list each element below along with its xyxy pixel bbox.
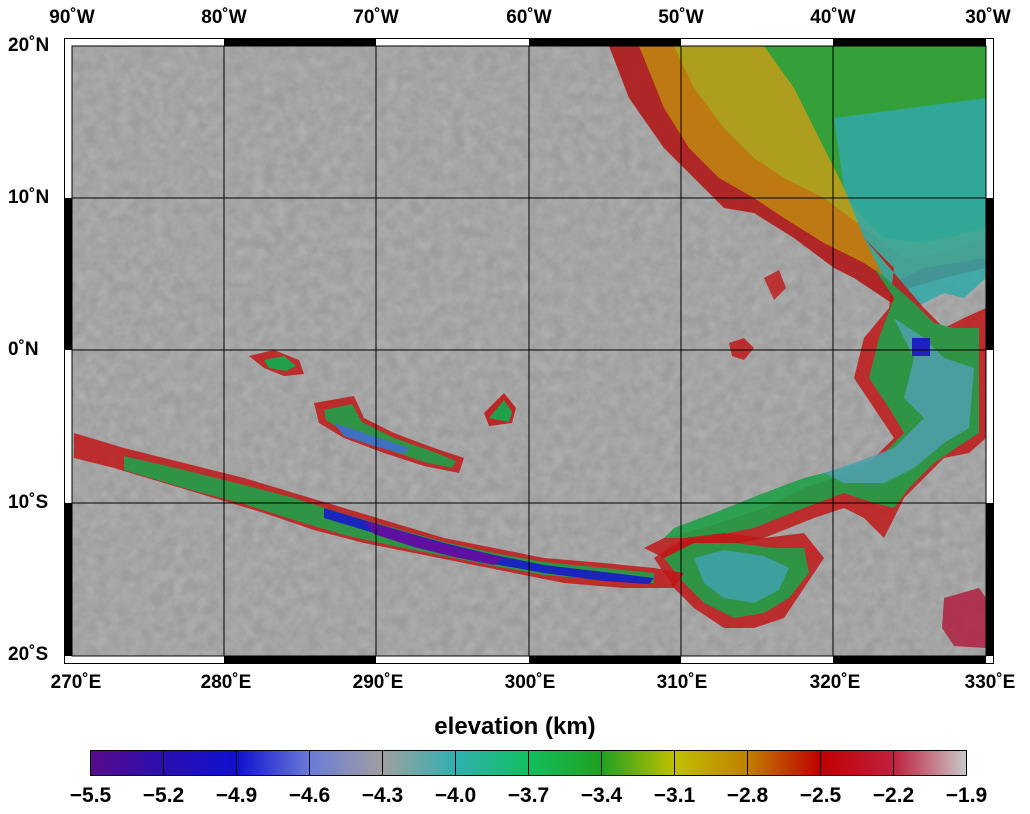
lon-label-top: 90˚W [49, 7, 95, 28]
lat-label: 0˚N [8, 339, 39, 360]
lon-label-top: 80˚W [201, 7, 247, 28]
colorbar-title: elevation (km) [434, 713, 596, 740]
lon-label-bottom: 290˚E [352, 672, 404, 693]
colorbar-tick-label: −1.9 [945, 784, 988, 807]
lon-label-top: 40˚W [810, 7, 856, 28]
elevation-overlay [74, 46, 986, 648]
frame-ticks [64, 38, 994, 664]
colorbar-tick-label: −2.2 [872, 784, 915, 807]
lon-label-bottom: 300˚E [504, 672, 556, 693]
colorbar-tick-label: −3.7 [507, 784, 550, 807]
lon-label-top: 60˚W [506, 7, 552, 28]
colorbar-tick-label: −4.6 [288, 784, 331, 807]
colorbar-tick-label: −2.5 [799, 784, 842, 807]
map-panel [64, 38, 994, 664]
colorbar-tick-label: −5.5 [69, 784, 112, 807]
lat-label: 20˚S [8, 644, 49, 665]
colorbar-tick-label: −2.8 [726, 784, 769, 807]
lon-label-bottom: 270˚E [50, 672, 102, 693]
colorbar-tick-label: −4.3 [361, 784, 404, 807]
lat-label: 10˚S [8, 492, 49, 513]
lon-label-top: 70˚W [353, 7, 399, 28]
lon-label-bottom: 320˚E [809, 672, 861, 693]
lon-label-bottom: 280˚E [200, 672, 252, 693]
graticule [72, 46, 986, 656]
colorbar-tick-label: −3.1 [653, 784, 696, 807]
lon-label-top: 30˚W [965, 7, 1011, 28]
lon-label-bottom: 330˚E [964, 672, 1016, 693]
colorbar-tick-label: −4.9 [215, 784, 258, 807]
colorbar [90, 750, 967, 776]
lat-label: 10˚N [8, 187, 50, 208]
lon-label-bottom: 310˚E [656, 672, 708, 693]
lat-label: 20˚N [8, 35, 50, 56]
colorbar-tick-label: −5.2 [142, 784, 185, 807]
elevation-map [64, 38, 994, 664]
colorbar-tick-label: −4.0 [434, 784, 477, 807]
colorbar-tick-label: −3.4 [580, 784, 623, 807]
lon-label-top: 50˚W [658, 7, 704, 28]
